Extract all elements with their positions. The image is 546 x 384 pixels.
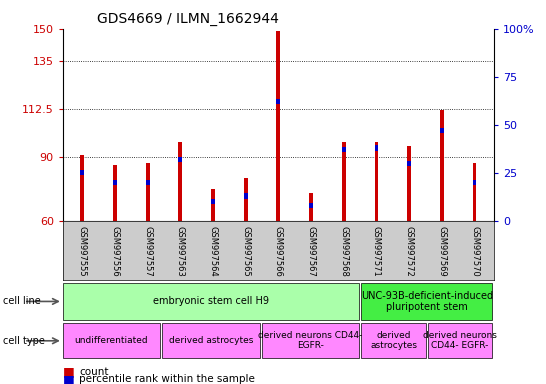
Bar bbox=[342, 147, 346, 152]
Text: GSM997569: GSM997569 bbox=[437, 225, 446, 276]
Text: percentile rank within the sample: percentile rank within the sample bbox=[79, 374, 255, 384]
Bar bbox=[146, 180, 150, 185]
Text: GSM997568: GSM997568 bbox=[339, 225, 348, 276]
Bar bbox=[276, 31, 281, 221]
Text: undifferentiated: undifferentiated bbox=[75, 336, 149, 345]
Bar bbox=[309, 203, 313, 208]
Text: UNC-93B-deficient-induced
pluripotent stem: UNC-93B-deficient-induced pluripotent st… bbox=[360, 291, 492, 312]
Bar bbox=[80, 170, 84, 175]
Bar bbox=[407, 161, 411, 166]
Bar bbox=[342, 142, 346, 221]
Bar bbox=[262, 323, 359, 358]
Text: GSM997557: GSM997557 bbox=[143, 225, 152, 276]
Bar bbox=[63, 323, 160, 358]
Bar bbox=[146, 163, 150, 221]
Bar bbox=[361, 323, 426, 358]
Bar bbox=[309, 193, 313, 221]
Bar bbox=[162, 323, 260, 358]
Text: GSM997567: GSM997567 bbox=[307, 225, 316, 276]
Text: GSM997571: GSM997571 bbox=[372, 225, 381, 276]
Text: ■: ■ bbox=[63, 373, 75, 384]
Bar bbox=[244, 178, 248, 221]
Bar bbox=[375, 145, 378, 151]
Text: GSM997565: GSM997565 bbox=[241, 225, 250, 276]
Bar bbox=[440, 128, 444, 133]
Text: GSM997572: GSM997572 bbox=[405, 225, 414, 276]
Bar bbox=[428, 323, 492, 358]
Bar bbox=[179, 142, 182, 221]
Text: ■: ■ bbox=[63, 365, 75, 378]
Text: derived neurons CD44-
EGFR-: derived neurons CD44- EGFR- bbox=[258, 331, 363, 351]
Bar bbox=[113, 180, 117, 185]
Text: count: count bbox=[79, 367, 109, 377]
Text: cell line: cell line bbox=[3, 296, 40, 306]
Bar bbox=[375, 142, 378, 221]
Bar bbox=[63, 283, 359, 320]
Text: GSM997556: GSM997556 bbox=[111, 225, 120, 276]
Bar bbox=[407, 146, 411, 221]
Bar bbox=[361, 283, 492, 320]
Text: GSM997570: GSM997570 bbox=[470, 225, 479, 276]
Bar bbox=[440, 110, 444, 221]
Bar bbox=[276, 99, 281, 104]
Bar bbox=[179, 157, 182, 162]
Bar bbox=[244, 193, 248, 199]
Text: GSM997564: GSM997564 bbox=[209, 225, 218, 276]
Text: GSM997563: GSM997563 bbox=[176, 225, 185, 276]
Text: cell type: cell type bbox=[3, 336, 45, 346]
Text: GSM997566: GSM997566 bbox=[274, 225, 283, 276]
Text: GSM997555: GSM997555 bbox=[78, 225, 87, 276]
Text: GDS4669 / ILMN_1662944: GDS4669 / ILMN_1662944 bbox=[97, 12, 279, 26]
Text: derived astrocytes: derived astrocytes bbox=[169, 336, 253, 345]
Bar bbox=[113, 166, 117, 221]
Bar bbox=[472, 163, 477, 221]
Bar bbox=[472, 180, 477, 185]
Bar bbox=[211, 189, 215, 221]
Bar bbox=[80, 155, 84, 221]
Bar bbox=[211, 199, 215, 204]
Text: derived neurons
CD44- EGFR-: derived neurons CD44- EGFR- bbox=[423, 331, 497, 351]
Text: embryonic stem cell H9: embryonic stem cell H9 bbox=[153, 296, 269, 306]
Text: derived
astrocytes: derived astrocytes bbox=[370, 331, 417, 351]
